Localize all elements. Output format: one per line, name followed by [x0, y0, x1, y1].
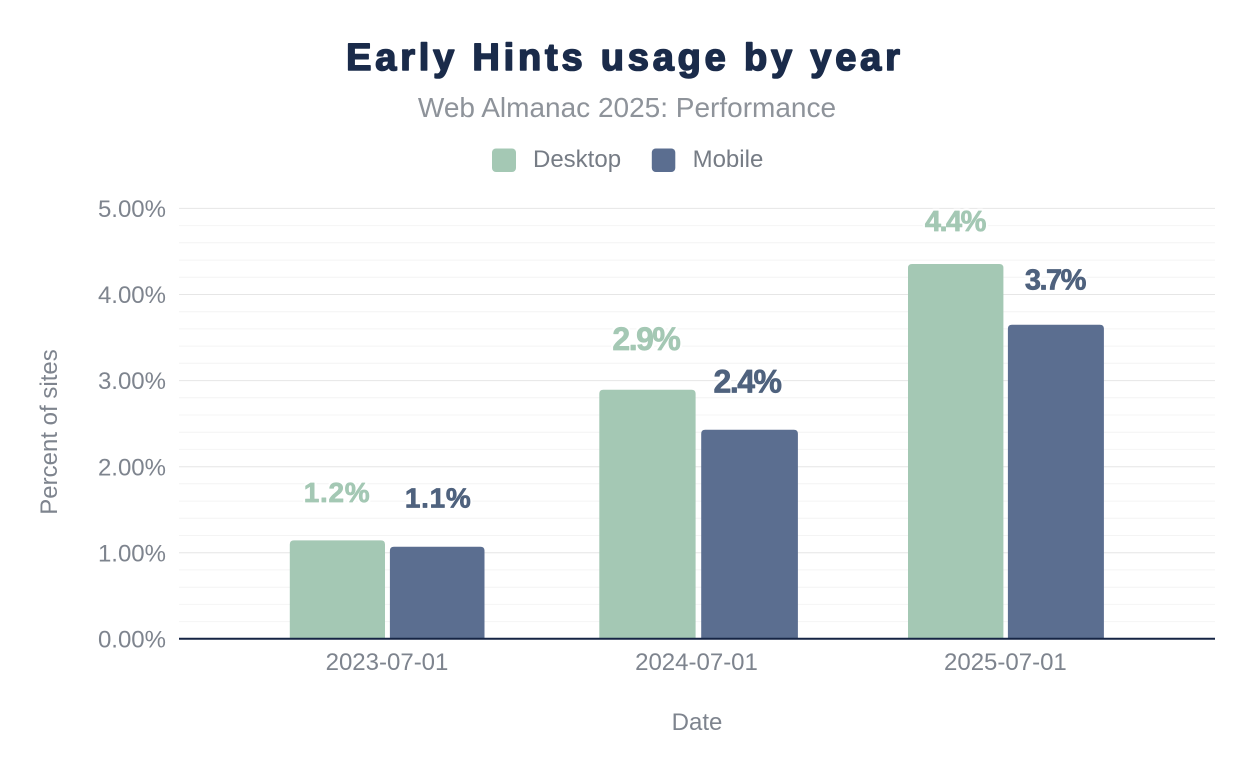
svg-text:2023-07-01: 2023-07-01	[326, 649, 449, 676]
svg-text:3.7%: 3.7%	[1025, 265, 1087, 297]
svg-text:Early Hints usage by year: Early Hints usage by year	[346, 37, 904, 79]
svg-text:2.4%: 2.4%	[714, 363, 782, 399]
svg-text:2024-07-01: 2024-07-01	[635, 649, 758, 676]
svg-text:1.1%: 1.1%	[405, 483, 472, 514]
svg-text:1.2%: 1.2%	[304, 477, 371, 508]
svg-text:Desktop: Desktop	[533, 146, 621, 173]
svg-text:5.00%: 5.00%	[98, 196, 166, 223]
svg-text:4.4%: 4.4%	[925, 206, 987, 238]
svg-text:4.00%: 4.00%	[98, 282, 166, 309]
svg-text:Percent of sites: Percent of sites	[36, 349, 63, 514]
svg-text:0.00%: 0.00%	[98, 626, 166, 653]
svg-text:4.4%: 4.4%	[925, 206, 987, 238]
svg-text:2025-07-01: 2025-07-01	[944, 649, 1067, 676]
svg-text:Web Almanac 2025: Performance: Web Almanac 2025: Performance	[418, 92, 836, 123]
svg-text:2.4%: 2.4%	[714, 363, 782, 399]
svg-text:2.9%: 2.9%	[612, 321, 680, 357]
svg-text:Mobile: Mobile	[693, 146, 764, 173]
svg-text:3.00%: 3.00%	[98, 368, 166, 395]
svg-text:1.2%: 1.2%	[304, 477, 371, 508]
svg-text:1.1%: 1.1%	[405, 483, 472, 514]
svg-text:Date: Date	[672, 709, 723, 736]
svg-text:2.00%: 2.00%	[98, 454, 166, 481]
svg-text:1.00%: 1.00%	[98, 540, 166, 567]
svg-text:3.7%: 3.7%	[1025, 265, 1087, 297]
svg-text:2.9%: 2.9%	[612, 321, 680, 357]
